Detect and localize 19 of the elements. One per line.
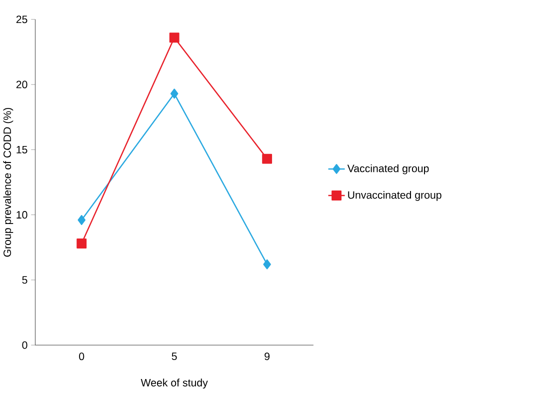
point: [169, 32, 180, 43]
y-tick-label: 15: [16, 146, 28, 154]
point: [170, 88, 178, 99]
legend-label: Unvaccinated group: [348, 191, 442, 201]
x-axis-title: Week of study: [140, 378, 208, 389]
y-tick-label: 20: [16, 80, 28, 88]
y-tick-label: 10: [16, 211, 28, 219]
point: [263, 259, 271, 270]
point: [262, 154, 272, 164]
y-axis-title: Group prevalence of CODD (%): [3, 108, 14, 257]
point: [76, 238, 87, 248]
point: [78, 215, 86, 226]
legend-label: Vaccinated group: [347, 164, 429, 174]
y-tick-label: 5: [22, 276, 28, 284]
y-tick-label: 25: [16, 16, 28, 24]
x-tick-label: 9: [264, 352, 270, 360]
x-tick-label: 5: [172, 352, 177, 360]
y-tick-label: 0: [22, 341, 28, 349]
x-tick-label: 0: [79, 352, 84, 360]
